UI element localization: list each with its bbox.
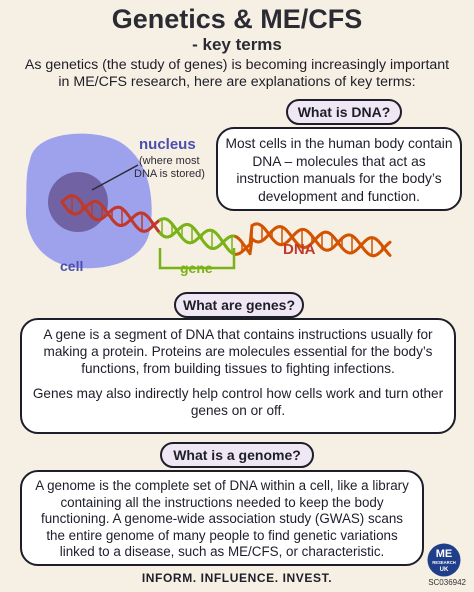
charity-number: SC036942	[428, 578, 466, 587]
nucleus-note-line1: (where most	[139, 155, 200, 167]
genes-answer-p2: Genes may also indirectly help control h…	[32, 386, 444, 418]
cell-label: cell	[60, 258, 84, 274]
nucleus-pointer	[91, 164, 139, 191]
nucleus-note-line2: DNA is stored)	[134, 168, 205, 180]
dna-helix	[60, 194, 392, 258]
dna-strand-segment	[386, 251, 392, 257]
dna-label: DNA	[283, 241, 316, 258]
footer-tagline: INFORM. INFLUENCE. INVEST.	[141, 571, 333, 585]
genome-answer-box: A genome is the complete set of DNA with…	[20, 470, 424, 566]
intro-text: As genetics (the study of genes) is beco…	[24, 57, 450, 90]
gene-bracket	[158, 248, 236, 270]
logo-line2-text: UK	[440, 567, 449, 573]
genes-answer-box: A gene is a segment of DNA that contains…	[20, 318, 456, 434]
genes-question-pill: What are genes?	[174, 292, 304, 318]
logo-main-text: ME	[436, 548, 453, 560]
genome-question-pill: What is a genome?	[160, 442, 314, 468]
dna-strand-segment	[248, 224, 254, 246]
me-research-uk-logo: ME RESEARCH UK	[427, 543, 461, 577]
gene-label: gene	[180, 260, 213, 276]
page-subtitle: - key terms	[192, 35, 282, 54]
nucleus-label: nucleus	[139, 136, 196, 153]
page-title: Genetics & ME/CFS	[111, 4, 363, 34]
dna-answer-box: Most cells in the human body contain DNA…	[216, 127, 462, 211]
dna-diagram	[25, 133, 392, 270]
logo-line1-text: RESEARCH	[432, 560, 456, 565]
dna-question-pill: What is DNA?	[286, 99, 402, 125]
dna-answer-text: Most cells in the human body contain DNA…	[225, 136, 453, 204]
genome-answer-text: A genome is the complete set of DNA with…	[35, 478, 409, 559]
genes-answer-p1: A gene is a segment of DNA that contains…	[43, 327, 433, 376]
logo-circle	[427, 543, 461, 577]
dna-strand-segment	[386, 240, 392, 246]
